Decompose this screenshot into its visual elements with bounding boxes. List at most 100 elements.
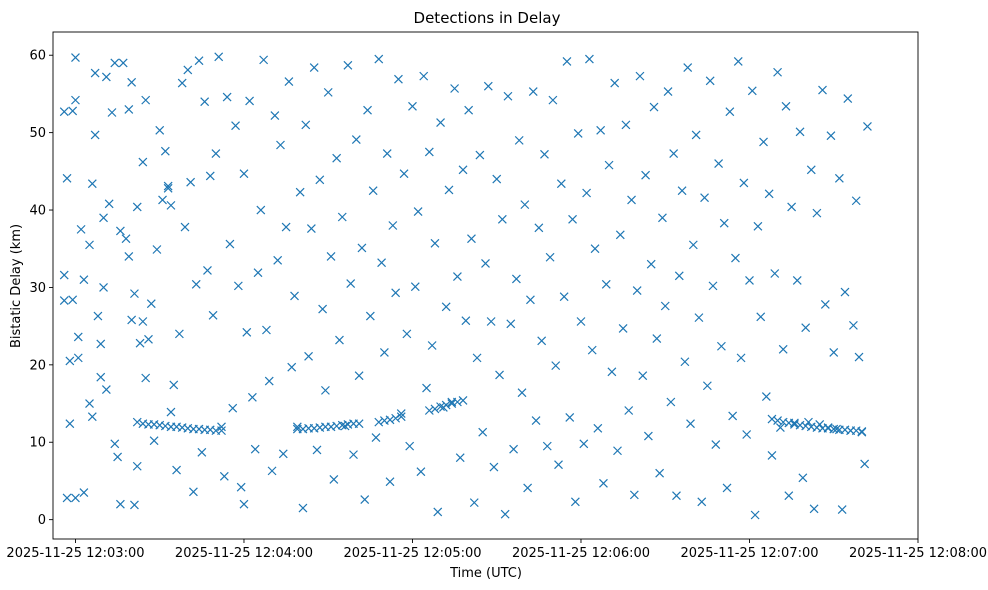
scatter-point <box>340 421 350 431</box>
scatter-point <box>132 202 142 212</box>
scatter-point <box>217 426 226 436</box>
scatter-point <box>621 120 631 130</box>
scatter-point <box>256 205 266 215</box>
scatter-point <box>739 178 749 188</box>
scatter-point <box>686 419 695 429</box>
scatter-point <box>500 509 510 519</box>
scatter-point <box>573 128 583 138</box>
scatter-point <box>332 153 342 163</box>
scatter-point <box>191 279 201 289</box>
scatter-point <box>59 270 69 280</box>
scatter-point <box>188 487 198 497</box>
scatter-point <box>96 339 106 349</box>
scatter-point <box>854 352 864 362</box>
scatter-point <box>99 283 108 292</box>
scatter-point <box>452 272 462 282</box>
scatter-point <box>79 275 89 285</box>
scatter-point <box>228 403 238 413</box>
scatter-point <box>649 102 659 112</box>
scatter-point <box>587 345 597 355</box>
scatter-point <box>222 92 232 102</box>
scatter-point <box>399 169 409 179</box>
scatter-point <box>405 441 415 451</box>
scatter-point <box>73 353 83 363</box>
scatter-point <box>584 54 594 64</box>
scatter-point <box>155 125 165 135</box>
scatter-point <box>719 218 729 228</box>
scatter-point <box>337 212 347 222</box>
scatter-point <box>141 373 151 383</box>
scatter-point <box>773 67 783 77</box>
scatter-point <box>436 118 445 127</box>
scatter-point <box>93 311 103 321</box>
scatter-point <box>377 258 387 268</box>
scatter-point <box>113 452 123 462</box>
scatter-point <box>365 311 375 321</box>
y-tick-label: 20 <box>29 358 46 373</box>
scatter-point <box>267 466 277 476</box>
scatter-point <box>326 252 336 261</box>
scatter-point <box>118 58 128 68</box>
scatter-point <box>290 291 299 301</box>
scatter-point <box>562 56 572 66</box>
scatter-point <box>346 279 356 288</box>
scatter-point <box>747 86 757 96</box>
scatter-point <box>233 281 243 291</box>
scatter-point <box>472 353 482 363</box>
scatter-point <box>76 224 86 234</box>
scatter-point <box>124 252 134 261</box>
scatter-point <box>127 315 137 325</box>
scatter-point <box>764 189 774 199</box>
scatter-point <box>163 181 173 191</box>
scatter-point <box>90 68 100 78</box>
scatter-point <box>430 404 440 414</box>
scatter-point <box>374 417 384 427</box>
scatter-point <box>792 276 802 285</box>
scatter-point <box>65 356 75 366</box>
scatter-point <box>413 207 423 217</box>
x-tick-label: 2025-11-25 12:07:00 <box>680 546 818 561</box>
scatter-point <box>829 348 839 357</box>
scatter-point <box>59 107 69 117</box>
scatter-point <box>812 208 822 218</box>
scatter-point <box>565 413 575 422</box>
scatter-point <box>160 146 170 156</box>
scatter-point <box>716 341 726 351</box>
scatter-point <box>540 149 549 159</box>
scatter-point <box>71 95 80 105</box>
scatter-point <box>702 381 712 391</box>
scatter-point <box>680 357 690 367</box>
scatter-point <box>146 299 156 309</box>
scatter-point <box>750 510 760 520</box>
scatter-point <box>416 467 426 477</box>
scatter-point <box>464 105 474 115</box>
scatter-point <box>197 447 207 457</box>
scatter-point <box>284 77 294 86</box>
scatter-point <box>306 224 316 234</box>
scatter-point <box>309 63 319 73</box>
scatter-point <box>455 453 465 463</box>
scatter-point <box>604 160 614 170</box>
scatter-point <box>646 259 656 269</box>
scatter-point <box>424 406 434 415</box>
scatter-point <box>273 255 283 265</box>
x-axis-label: Time (UTC) <box>449 566 522 581</box>
scatter-point <box>357 243 367 253</box>
scatter-point <box>247 392 257 402</box>
scatter-point <box>205 171 215 181</box>
scatter-point <box>593 423 603 433</box>
scatter-point <box>826 131 836 141</box>
scatter-point <box>770 269 780 278</box>
scatter-point <box>71 53 80 62</box>
scatter-point <box>809 504 819 514</box>
scatter-point <box>610 78 620 88</box>
scatter-point <box>323 87 333 97</box>
y-tick-label: 0 <box>38 513 46 528</box>
scatter-point <box>568 214 577 224</box>
scatter-point <box>526 295 535 305</box>
scatter-point <box>444 185 454 195</box>
scatter-point <box>349 450 358 460</box>
scatter-point <box>736 353 746 363</box>
scatter-point <box>775 423 785 432</box>
